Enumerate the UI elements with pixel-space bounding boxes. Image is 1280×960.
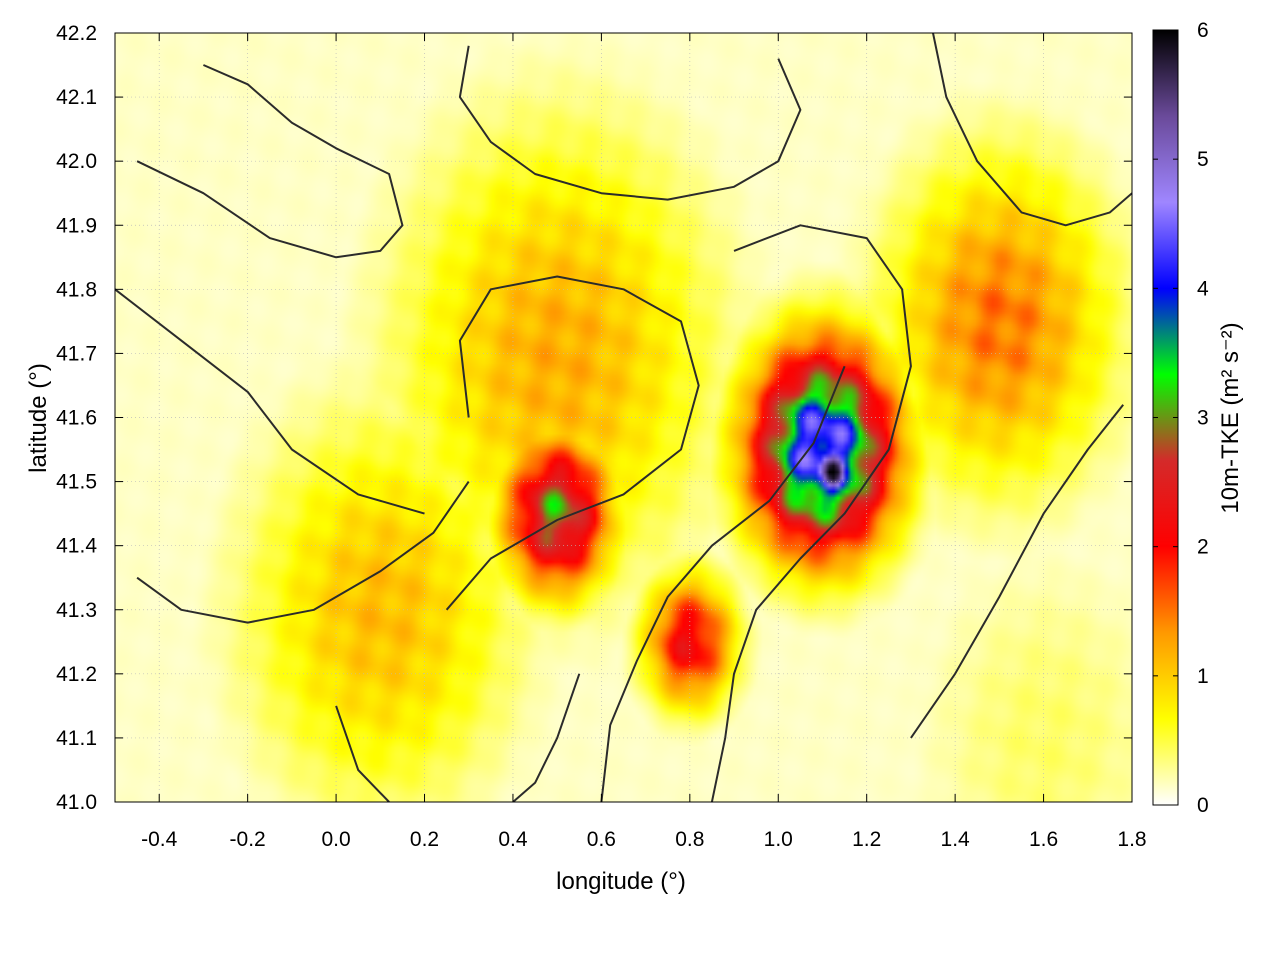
x-tick-label: 1.0 [764,828,793,851]
x-tick-label: 0.6 [587,828,616,851]
y-tick-label: 41.7 [56,342,97,365]
x-tick-label: 1.2 [852,828,881,851]
x-tick-label: -0.4 [141,828,178,851]
y-axis-ticks: 41.0 41.1 41.2 41.3 41.4 41.5 41.6 41.7 41.8 41.9… [56,22,1132,814]
colorbar-tick-label: 4 [1197,277,1209,300]
x-tick-label: 1.4 [941,828,971,851]
colorbar-tick-label: 3 [1197,407,1209,430]
y-axis-title: latitude (°) [25,363,52,473]
contour-line [910,404,1124,739]
colorbar-ticks: 0 1 2 3 4 5 6 [1153,19,1209,817]
colorbar-title: 10m-TKE (m² s⁻²) [1217,322,1244,513]
x-tick-label: 1.8 [1117,828,1146,851]
y-tick-label: 42.0 [56,150,97,173]
y-tick-label: 41.0 [56,791,97,814]
contour-line [136,64,404,259]
colorbar-tick-label: 1 [1197,665,1209,688]
x-axis-ticks: -0.4 -0.2 0.0 0.2 0.4 0.6 0.8 1.0 1.2 1.4 1.6 1.8 [141,33,1147,851]
x-axis-title: longitude (°) [556,868,686,895]
x-tick-label: 0.4 [498,828,528,851]
colorbar-tick-label: 5 [1197,148,1209,171]
colorbar-tick-label: 2 [1197,536,1209,559]
x-tick-label: 0.0 [321,828,350,851]
contour-line [445,275,700,611]
contour-line [335,705,390,802]
contour-line [932,33,1132,227]
y-tick-label: 41.5 [56,471,97,494]
contour-line [458,45,802,201]
contour-line [710,224,912,802]
y-tick-label: 41.8 [56,278,97,301]
colorbar-tick-label: 0 [1197,794,1209,817]
x-tick-label: 0.2 [410,828,439,851]
y-tick-label: 41.6 [56,407,97,430]
y-tick-label: 42.2 [56,22,97,45]
contour-line [115,288,425,515]
y-tick-label: 41.3 [56,599,97,622]
x-tick-label: 0.8 [675,828,704,851]
y-tick-label: 41.9 [56,214,97,237]
x-tick-label: 1.6 [1029,828,1058,851]
colorbar-tick-label: 6 [1197,19,1209,42]
y-tick-label: 42.1 [56,86,97,109]
contour-line [512,673,581,802]
terrain-contours [115,33,1132,802]
y-tick-label: 41.4 [56,535,97,558]
contour-line [136,481,470,624]
contour-line [600,365,846,802]
y-tick-label: 41.2 [56,663,97,686]
y-tick-label: 41.1 [56,727,97,750]
x-tick-label: -0.2 [230,828,266,851]
